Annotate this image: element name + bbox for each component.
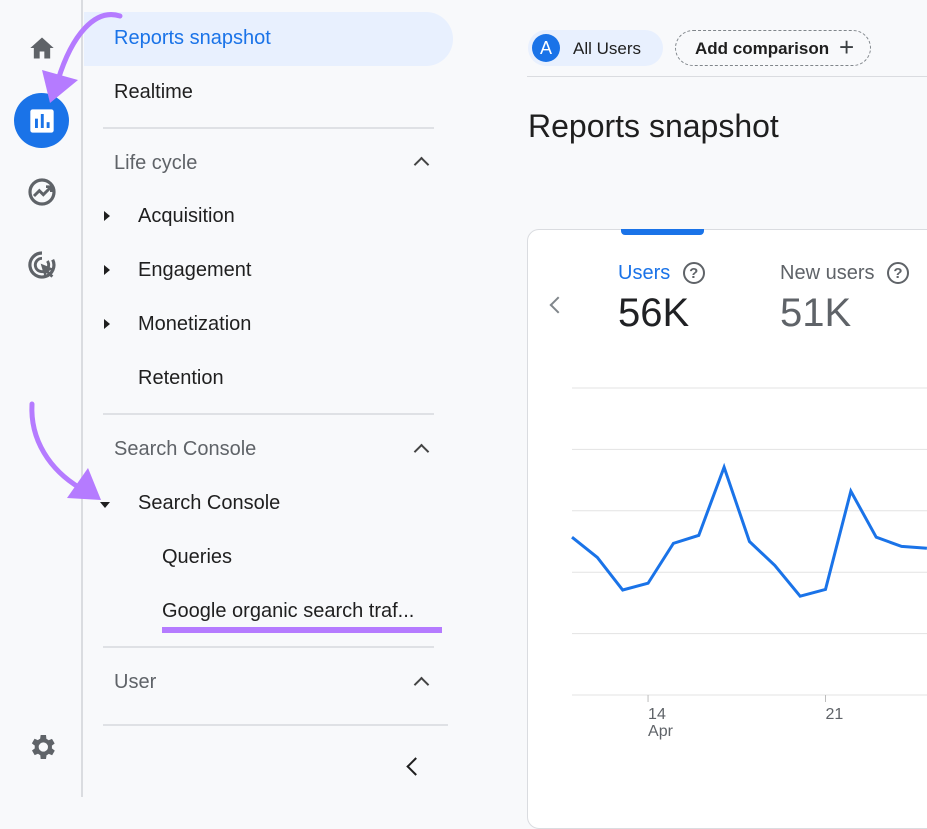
nav-item-queries[interactable]: Queries (162, 546, 233, 568)
series-line (571, 462, 927, 598)
divider (103, 413, 434, 415)
nav-item-engagement[interactable]: Engagement (138, 259, 252, 281)
nav-reports-snapshot-label: Reports snapshot (114, 27, 271, 49)
nav-item-realtime[interactable]: Realtime (114, 81, 193, 103)
segment-label: All Users (573, 39, 642, 58)
reports-icon[interactable] (14, 93, 69, 148)
left-rail (0, 0, 83, 797)
metric-label: New users (780, 262, 875, 284)
add-comparison-button[interactable]: Add comparison + (675, 30, 871, 66)
nav-item-retention[interactable]: Retention (138, 367, 224, 389)
caret-right-icon (104, 319, 110, 329)
home-icon[interactable] (22, 28, 62, 68)
section-search-console[interactable]: Search Console (114, 438, 257, 460)
advertising-icon[interactable] (22, 245, 62, 285)
metric-label: Users (618, 262, 671, 284)
active-tab-indicator (621, 229, 704, 235)
annotation-underline (162, 627, 442, 633)
metric-tab-new-users[interactable]: New users ? 51K (780, 262, 909, 336)
annotation-arrows (29, 12, 123, 500)
x-tick-label: 14 (648, 706, 666, 723)
nav-item-monetization[interactable]: Monetization (138, 313, 252, 335)
chevron-up-icon[interactable] (413, 443, 430, 460)
help-icon[interactable]: ? (886, 262, 909, 284)
caret-right-icon (104, 211, 110, 221)
add-comparison-label: Add comparison (695, 39, 830, 58)
plus-icon: + (839, 32, 855, 62)
x-tick-sublabel: Apr (648, 723, 674, 740)
section-user[interactable]: User (114, 671, 157, 693)
nav-item-search-console[interactable]: Search Console (138, 492, 281, 514)
divider (103, 724, 448, 726)
divider (103, 127, 434, 129)
help-icon[interactable]: ? (682, 262, 705, 284)
chevron-up-icon[interactable] (413, 156, 430, 173)
x-tick-label: 21 (826, 706, 844, 723)
section-life-cycle[interactable]: Life cycle (114, 152, 198, 174)
nav-item-reports-snapshot[interactable] (84, 12, 453, 66)
metric-value: 56K (618, 291, 690, 335)
nav-item-google-organic-search-traffic[interactable]: Google organic search traf... (162, 600, 415, 622)
page-title: Reports snapshot (528, 108, 779, 144)
caret-right-icon (104, 265, 110, 275)
metrics-card (527, 229, 927, 829)
header-divider (527, 76, 927, 77)
segment-avatar: A (532, 34, 560, 62)
metric-value: 51K (780, 291, 852, 335)
metric-tab-users[interactable]: Users ? 56K (618, 262, 705, 336)
collapse-nav-chevron-icon[interactable] (406, 757, 425, 776)
segment-chip-all-users[interactable]: A All Users (528, 30, 663, 66)
explore-icon[interactable] (22, 172, 62, 212)
divider (103, 646, 434, 648)
caret-down-icon (100, 502, 110, 508)
nav-item-acquisition[interactable]: Acquisition (138, 205, 235, 227)
chevron-up-icon[interactable] (413, 676, 430, 693)
settings-icon[interactable] (22, 727, 62, 767)
